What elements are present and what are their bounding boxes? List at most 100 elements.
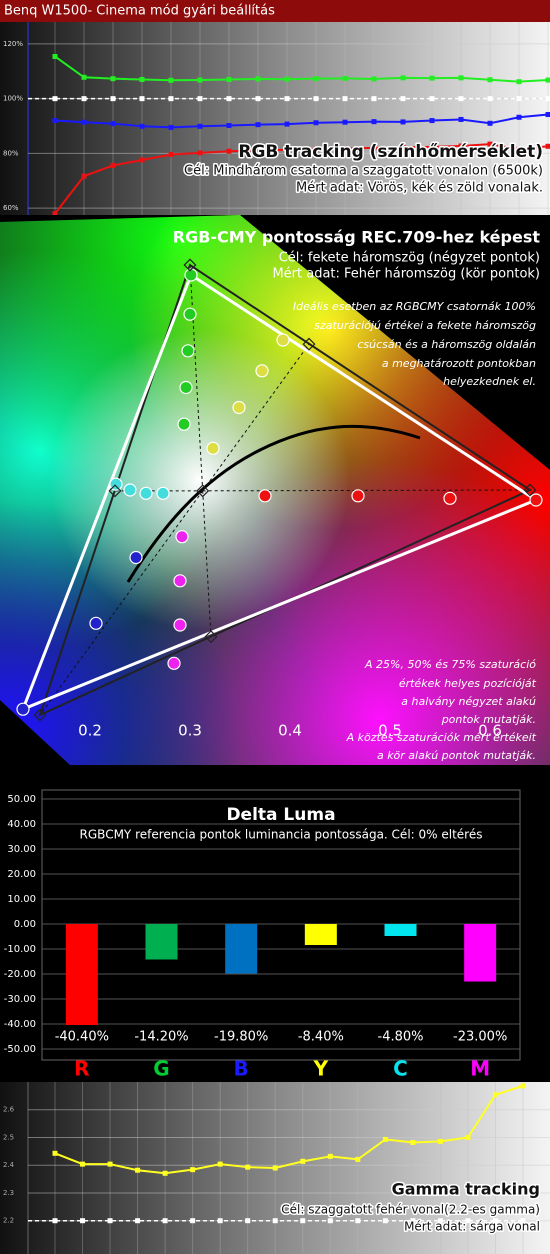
measured-point — [443, 491, 457, 505]
data-point — [458, 116, 464, 122]
data-point — [284, 76, 290, 82]
target-marker — [355, 1218, 361, 1224]
data-point — [255, 122, 261, 128]
target-marker — [226, 96, 232, 102]
y-tick-label: -20.00 — [4, 969, 36, 980]
target-marker — [110, 96, 116, 102]
y-tick-label: -10.00 — [4, 944, 36, 955]
target-marker — [516, 96, 522, 102]
y-tick-label: 2.4 — [3, 1161, 15, 1169]
target-line — [202, 490, 212, 637]
x-tick-label: Y — [313, 1057, 329, 1081]
measured-point — [177, 417, 191, 431]
data-point — [226, 148, 232, 154]
value-label: -23.00% — [453, 1030, 507, 1045]
target-marker — [327, 1218, 333, 1224]
measured-point — [167, 656, 181, 670]
y-tick-label: -50.00 — [4, 1044, 36, 1055]
chart-note: Cél: fekete háromszög (négyzet pontok) — [279, 251, 540, 266]
data-point — [516, 114, 522, 120]
x-tick-label: 0.6 — [478, 722, 502, 740]
annotation: a halvány négyzet alakú — [401, 695, 536, 708]
data-point — [313, 76, 319, 82]
series-line — [54, 143, 549, 215]
measured-point — [139, 486, 153, 500]
target-marker — [458, 96, 464, 102]
data-point — [355, 1156, 361, 1162]
data-point — [139, 76, 145, 82]
data-point — [342, 75, 348, 81]
target-line — [189, 264, 204, 491]
data-point — [217, 1161, 223, 1167]
chart-note: Mért adat: Fehér háromszög (kör pontok) — [272, 267, 540, 282]
target-marker — [197, 96, 203, 102]
bar — [65, 924, 98, 1025]
target-line — [202, 489, 531, 492]
data-point — [545, 143, 550, 149]
annotation: Ideális esetben az RGBCMY csatornák 100% — [293, 300, 536, 313]
measured-point — [123, 483, 137, 497]
data-point — [492, 1092, 498, 1098]
target-marker — [255, 96, 261, 102]
chart-title: Delta Luma — [226, 805, 335, 825]
target-marker — [342, 96, 348, 102]
y-tick-label: 2.6 — [3, 1106, 15, 1114]
x-tick-label: R — [74, 1057, 89, 1081]
data-point — [429, 144, 435, 150]
data-point — [80, 1161, 86, 1167]
annotation: a kör alakú pontok mutatják. — [377, 749, 536, 762]
data-point — [487, 77, 493, 83]
chart-note: Mért adat: Vörös, kék és zöld vonalak. — [296, 181, 543, 196]
data-point — [520, 1083, 526, 1089]
data-point — [400, 144, 406, 150]
data-point — [487, 120, 493, 126]
annotation: helyezkednek el. — [443, 375, 536, 388]
target-line — [39, 490, 204, 716]
panel-background — [0, 22, 550, 215]
series-line — [54, 55, 549, 83]
measured-point — [175, 530, 189, 544]
data-point — [197, 77, 203, 83]
annotation: pontok mutatják. — [441, 713, 536, 726]
target-marker — [382, 1218, 388, 1224]
header-bar — [0, 0, 550, 22]
target-marker — [492, 1218, 498, 1224]
data-point — [226, 122, 232, 128]
y-tick-label: 20.00 — [7, 869, 36, 880]
data-point — [255, 147, 261, 153]
annotation: a meghatározott pontokban — [382, 357, 536, 370]
measured-point — [183, 307, 197, 321]
chart-title: RGB tracking (színhőmérséklet) — [238, 142, 543, 162]
data-point — [429, 118, 435, 124]
x-tick-label: M — [470, 1057, 490, 1081]
y-tick-label: -30.00 — [4, 994, 36, 1005]
data-point — [458, 143, 464, 149]
target-marker — [272, 1218, 278, 1224]
data-point — [168, 124, 174, 130]
measured-point — [89, 616, 103, 630]
target-marker — [429, 96, 435, 102]
target-marker — [245, 1218, 251, 1224]
data-point — [300, 1158, 306, 1164]
rgb-tracking-panel: 60% 80% 100% 120% — [0, 22, 550, 217]
data-point — [52, 118, 58, 124]
measured-point — [184, 268, 198, 282]
data-point — [81, 119, 87, 125]
data-point — [110, 121, 116, 127]
data-point — [139, 157, 145, 163]
measured-point — [529, 493, 543, 507]
chart-title: RGB-CMY pontosság REC.709-hez képest — [173, 228, 541, 247]
annotation: A köztes szaturációk mért értékeit — [346, 731, 537, 744]
labels: Benq W1500- Cinema mód gyári beállítás R… — [4, 4, 545, 1236]
x-tick-label: 0.4 — [278, 722, 302, 740]
data-point — [410, 1139, 416, 1145]
data-point — [81, 74, 87, 80]
data-point — [226, 76, 232, 82]
data-point — [52, 1150, 58, 1156]
data-point — [135, 1167, 141, 1173]
target-point — [108, 484, 122, 498]
data-point — [197, 150, 203, 156]
data-point — [313, 146, 319, 152]
x-tick-label: 0.2 — [78, 722, 102, 740]
